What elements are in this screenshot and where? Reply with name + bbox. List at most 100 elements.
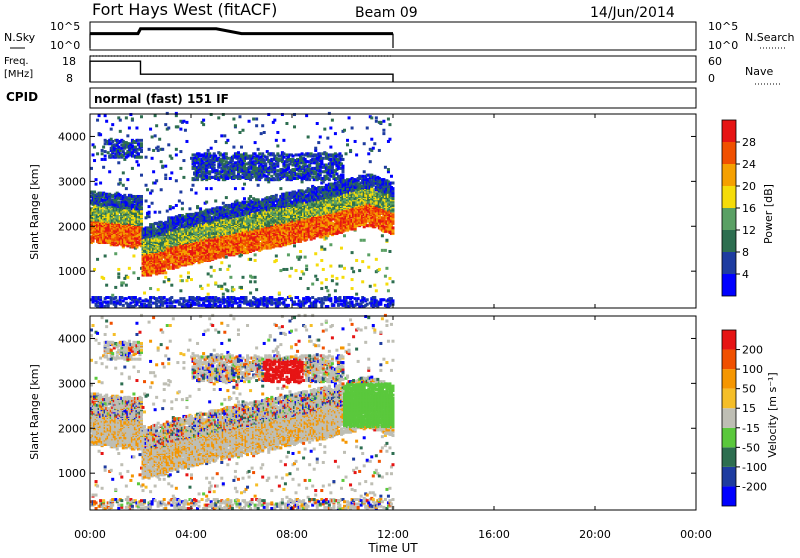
noise-right-tick-top: 10^5 — [708, 20, 738, 33]
range-gate-cell — [195, 192, 198, 195]
noise-left-tick-top: 10^5 — [50, 20, 80, 33]
range-gate-cell — [258, 152, 261, 155]
range-gate-cell — [160, 188, 163, 191]
range-gate-cell — [164, 276, 167, 279]
range-gate-cell — [260, 132, 263, 135]
range-gate-cell — [93, 146, 96, 149]
range-gate-cell — [95, 178, 98, 181]
range-gate-cell — [161, 148, 164, 151]
range-gate-cell — [238, 304, 241, 307]
range-gate-cell — [211, 296, 214, 299]
range-gate-cell — [179, 297, 182, 300]
range-gate-cell — [164, 123, 167, 126]
range-gate-cell — [145, 199, 148, 202]
range-gate-cell — [222, 202, 225, 205]
range-gate-cell — [243, 201, 246, 204]
range-gate-cell — [110, 128, 113, 131]
range-gate-cell — [155, 124, 158, 127]
range-gate-cell — [207, 149, 210, 152]
range-gate-cell — [152, 170, 155, 173]
range-gate-cell — [248, 170, 251, 173]
range-gate-cell — [205, 201, 208, 204]
range-gate-cell — [240, 286, 243, 289]
range-gate-cell — [210, 187, 213, 190]
noise-search-label: N.Search — [745, 31, 795, 44]
range-gate-cell — [148, 205, 151, 208]
range-gate-cell — [245, 296, 248, 299]
range-gate-cell — [105, 284, 108, 287]
range-gate-cell — [263, 303, 266, 306]
range-gate-cell — [249, 258, 252, 261]
range-gate-cell — [254, 141, 257, 144]
noise-sky-trace — [90, 29, 393, 48]
range-gate-cell — [161, 165, 164, 168]
range-gate-cell — [140, 156, 143, 159]
range-gate-cell — [140, 206, 143, 209]
range-gate-cell — [126, 178, 129, 181]
range-gate-cell — [137, 164, 140, 167]
range-gate-cell — [254, 259, 257, 262]
range-gate-cell — [226, 157, 229, 160]
range-gate-cell — [172, 206, 175, 209]
range-gate-cell — [175, 148, 178, 151]
range-gate-cell — [202, 119, 205, 122]
range-gate-cell — [185, 279, 188, 282]
range-gate-cell — [223, 283, 226, 286]
range-gate-cell — [196, 205, 199, 208]
range-gate-cell — [257, 148, 260, 151]
range-gate-cell — [93, 190, 96, 193]
range-gate-cell — [122, 184, 125, 187]
range-gate-cell — [135, 148, 138, 151]
range-gate-cell — [214, 281, 217, 284]
range-gate-cell — [175, 153, 178, 156]
range-gate-cell — [187, 271, 190, 274]
noise-sky-line — [90, 29, 393, 34]
range-gate-cell — [254, 276, 257, 279]
range-gate-cell — [95, 183, 98, 186]
freq-right-tick-top: 60 — [708, 55, 722, 68]
range-gate-cell — [170, 171, 173, 174]
range-gate-cell — [104, 158, 107, 161]
range-gate-cell — [99, 296, 102, 299]
range-gate-cell — [179, 150, 182, 153]
range-gate-cell — [179, 167, 182, 170]
range-gate-cell — [234, 187, 237, 190]
range-gate-cell — [119, 119, 122, 122]
noise-left-tick-bottom: 10^0 — [50, 39, 80, 52]
range-gate-cell — [140, 220, 143, 223]
range-gate-cell — [140, 149, 143, 152]
range-gate-cell — [238, 131, 241, 134]
range-gate-cell — [148, 215, 151, 218]
range-gate-cell — [158, 211, 161, 214]
range-gate-cell — [188, 207, 191, 210]
range-gate-cell — [169, 177, 172, 180]
range-gate-cell — [125, 116, 128, 119]
range-gate-cell — [220, 261, 223, 264]
range-gate-cell — [216, 169, 219, 172]
range-gate-cell — [214, 199, 217, 202]
range-gate-cell — [192, 184, 195, 187]
range-gate-cell — [199, 207, 202, 210]
range-gate-cell — [222, 113, 225, 116]
range-gate-cell — [225, 256, 228, 259]
range-gate-cell — [170, 284, 173, 287]
range-gate-cell — [208, 170, 211, 173]
range-gate-cell — [252, 118, 255, 121]
range-gate-cell — [235, 302, 238, 305]
range-gate-cell — [119, 182, 122, 185]
range-gate-cell — [148, 148, 151, 151]
range-gate-cell — [96, 119, 99, 122]
range-gate-cell — [232, 146, 235, 149]
range-gate-cell — [176, 125, 179, 128]
range-gate-cell — [243, 197, 246, 200]
range-gate-cell — [232, 118, 235, 121]
range-gate-cell — [135, 126, 138, 129]
range-gate-cell — [223, 134, 226, 137]
range-gate-cell — [210, 147, 213, 150]
range-gate-cell — [140, 195, 143, 198]
range-gate-cell — [151, 189, 154, 192]
range-gate-cell — [210, 275, 213, 278]
range-gate-cell — [193, 178, 196, 181]
range-gate-cell — [104, 150, 107, 153]
